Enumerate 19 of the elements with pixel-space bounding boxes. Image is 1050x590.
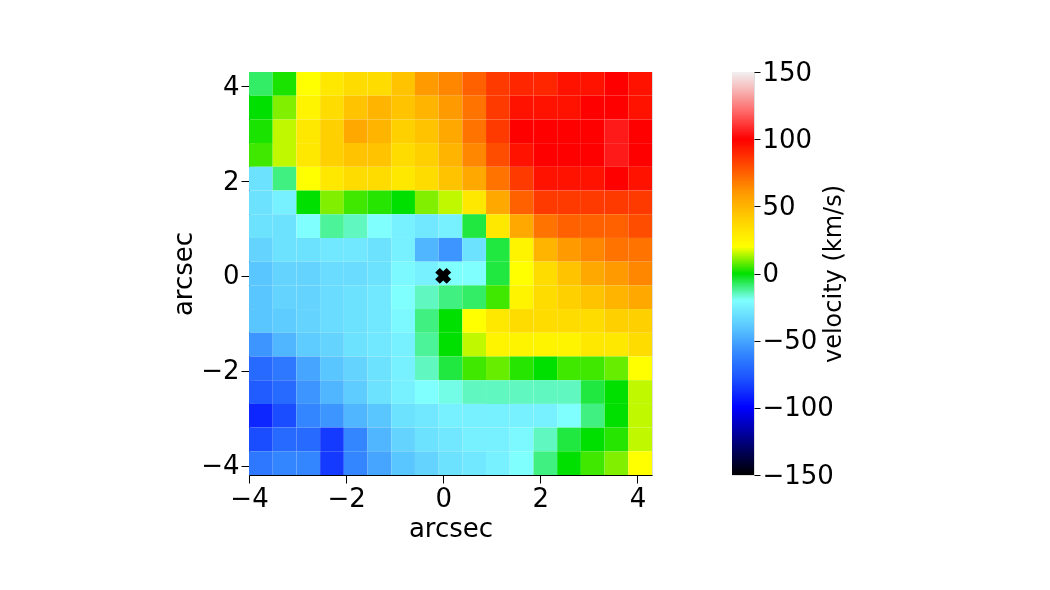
x-axis-title: arcsec: [408, 512, 494, 543]
y-tick-label: 4: [222, 70, 240, 101]
color-bar-title: velocity (km/s): [818, 184, 847, 364]
y-axis-title: arcsec: [168, 231, 199, 317]
y-tick-label: 2: [222, 165, 240, 196]
y-tick-label: −4: [201, 450, 240, 481]
color-bar-label: −100: [762, 392, 834, 423]
x-tick-label: 4: [629, 482, 647, 513]
color-bar-label: 150: [762, 56, 813, 87]
color-bar-label: −150: [762, 459, 834, 490]
color-bar-label: 0: [762, 258, 780, 288]
x-tick-label: 2: [532, 482, 550, 513]
color-bar-label: 50: [762, 190, 796, 221]
color-bar-label: 100: [762, 123, 813, 154]
y-tick-label: 0: [222, 260, 240, 291]
color-bar-label: −50: [762, 325, 818, 356]
x-tick-label: −2: [327, 482, 366, 513]
x-tick-label: 0: [435, 482, 452, 513]
y-tick-label: −2: [201, 355, 240, 386]
